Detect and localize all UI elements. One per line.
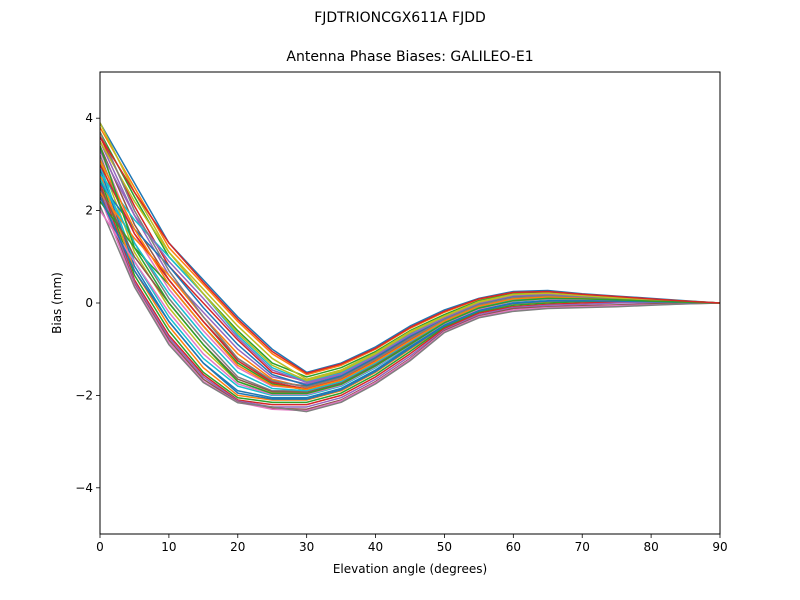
figure-suptitle: FJDTRIONCGX611A FJDD <box>314 10 486 26</box>
axes-frame <box>99 71 721 535</box>
x-tick-label: 30 <box>299 540 314 554</box>
series-line-33 <box>100 145 720 395</box>
x-tick-label: 20 <box>230 540 245 554</box>
x-tick-label: 70 <box>575 540 590 554</box>
y-tick-label: −2 <box>75 388 93 402</box>
series-line-28 <box>100 131 720 388</box>
chart-title: Antenna Phase Biases: GALILEO-E1 <box>286 49 534 65</box>
x-tick-label: 80 <box>643 540 658 554</box>
x-tick-label: 10 <box>161 540 176 554</box>
series-line-29 <box>100 122 720 382</box>
series-lines <box>100 122 720 413</box>
x-tick-label: 50 <box>437 540 452 554</box>
x-tick-label: 0 <box>96 540 104 554</box>
series-line-18 <box>100 205 720 413</box>
x-axis-label: Elevation angle (degrees) <box>332 562 488 576</box>
series-line-15 <box>100 187 720 408</box>
y-tick-label: 0 <box>85 296 93 310</box>
y-tick-label: 4 <box>85 111 93 125</box>
x-tick-label: 60 <box>506 540 521 554</box>
axis-ticks: 0 10 20 30 40 50 60 70 80 90 −4 −2 0 2 4 <box>75 111 727 554</box>
series-line-31 <box>100 196 720 400</box>
series-line-34 <box>100 136 720 374</box>
series-line-14 <box>100 182 720 406</box>
x-tick-label: 90 <box>712 540 727 554</box>
y-tick-label: −4 <box>75 481 93 495</box>
y-tick-label: 2 <box>85 204 93 218</box>
x-tick-label: 40 <box>368 540 383 554</box>
y-axis-label: Bias (mm) <box>50 272 64 334</box>
